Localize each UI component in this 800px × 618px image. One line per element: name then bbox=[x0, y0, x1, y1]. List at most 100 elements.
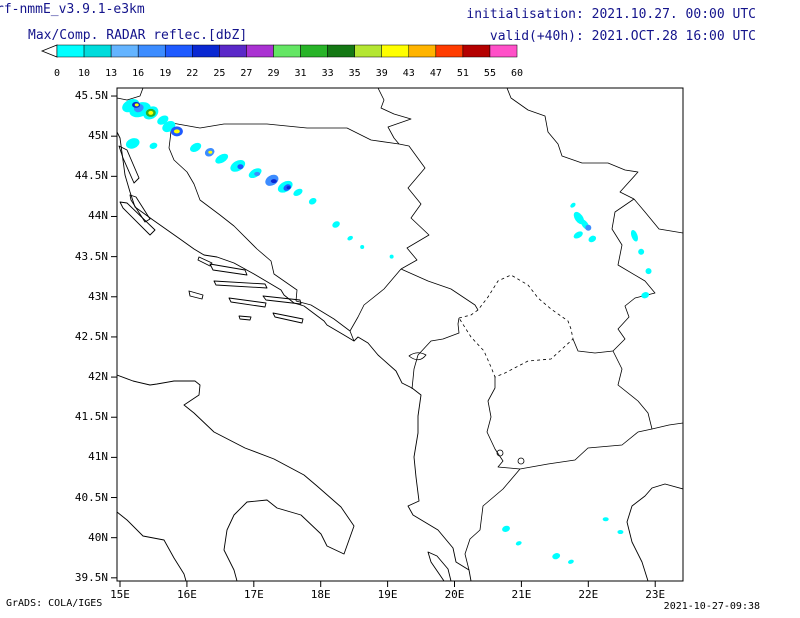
lat-label: 41N bbox=[88, 450, 108, 464]
coast-italy-adriatic bbox=[117, 375, 354, 581]
colorbar-tick-label: 0 bbox=[54, 68, 60, 79]
init-time-label: initialisation: 2021.10.27. 00:00 UTC bbox=[466, 7, 756, 22]
colorbar-tick-label: 43 bbox=[403, 68, 415, 79]
lon-label: 21E bbox=[511, 588, 532, 601]
border-macedonia-bulgaria bbox=[613, 351, 652, 429]
radar-echo bbox=[347, 235, 353, 241]
colorbar-tick-label: 51 bbox=[457, 68, 469, 79]
radar-echo bbox=[270, 179, 277, 184]
border-albania-greece bbox=[465, 469, 520, 570]
island-hvar bbox=[214, 281, 267, 288]
radar-echo bbox=[332, 221, 340, 228]
lat-label: 40.5N bbox=[74, 490, 108, 504]
radar-echo bbox=[389, 254, 394, 259]
colorbar-tick-label: 39 bbox=[376, 68, 388, 79]
border-croatia-serbia bbox=[378, 88, 411, 144]
radar-echo bbox=[149, 142, 158, 149]
border-bosnia-south bbox=[296, 301, 354, 341]
colorbar-tick-label: 10 bbox=[78, 68, 90, 79]
colorbar-tick-label: 19 bbox=[159, 68, 171, 79]
lon-label: 20E bbox=[444, 588, 465, 601]
border-serbia-bulgaria bbox=[612, 199, 655, 351]
radar-echo bbox=[573, 231, 583, 239]
radar-echo bbox=[360, 244, 365, 249]
lat-label: 43N bbox=[88, 289, 108, 303]
lon-label: 15E bbox=[110, 588, 130, 601]
radar-echo bbox=[588, 235, 597, 243]
radar-echoes bbox=[122, 99, 652, 564]
lat-label: 42.5N bbox=[74, 329, 108, 343]
lon-label: 18E bbox=[310, 588, 331, 601]
lon-label: 22E bbox=[578, 588, 599, 601]
border-serbia-macedonia bbox=[573, 339, 613, 353]
product-title: Max/Comp. RADAR reflec.[dbZ] bbox=[28, 28, 248, 43]
radar-echo bbox=[215, 153, 229, 164]
lake-prespa bbox=[518, 458, 524, 464]
island-vis bbox=[189, 291, 203, 299]
island-mljet bbox=[273, 313, 303, 323]
radar-echo bbox=[552, 553, 561, 560]
radar-echo bbox=[293, 188, 303, 196]
border-macedonia-albania bbox=[487, 377, 520, 469]
map-frame bbox=[117, 88, 683, 581]
radar-echo bbox=[254, 171, 261, 176]
island-dugi-otok bbox=[120, 202, 155, 235]
lat-label: 44.5N bbox=[74, 169, 108, 183]
radar-echo bbox=[568, 559, 574, 564]
island-lastovo bbox=[239, 316, 251, 320]
radar-echo bbox=[617, 530, 624, 535]
radar-echo bbox=[190, 142, 202, 153]
radar-echo bbox=[641, 292, 650, 299]
colorbar-tick-label: 22 bbox=[186, 68, 198, 79]
lat-label: 45.5N bbox=[74, 89, 108, 103]
border-bosnia-north-sava bbox=[172, 123, 399, 144]
lon-label: 16E bbox=[176, 588, 197, 601]
radar-echo bbox=[570, 202, 576, 208]
lat-label: 39.5N bbox=[74, 570, 108, 584]
colorbar-tick-label: 27 bbox=[240, 68, 252, 79]
border-bosnia-west bbox=[169, 123, 297, 301]
island-ugljan bbox=[130, 195, 150, 222]
island-pag bbox=[119, 146, 139, 183]
valid-time-label: valid(+40h): 2021.OCT.28 16:00 UTC bbox=[489, 29, 756, 44]
radar-echo bbox=[502, 525, 510, 532]
border-kosovo-dashed bbox=[459, 275, 573, 377]
coast-greece-aegean bbox=[627, 484, 683, 581]
border-montenegro-albania bbox=[412, 318, 459, 389]
radar-echo bbox=[638, 248, 645, 255]
lon-label: 17E bbox=[243, 588, 264, 601]
border-bulgaria-greece bbox=[652, 423, 683, 429]
colorbar-tick-label: 33 bbox=[322, 68, 334, 79]
creation-timestamp: 2021-10-27-09:38 bbox=[663, 601, 760, 612]
colorbar-tick-label: 25 bbox=[213, 68, 225, 79]
border-bosnia-montenegro bbox=[350, 269, 401, 331]
radar-echo bbox=[308, 197, 317, 205]
lon-label: 19E bbox=[377, 588, 398, 601]
colorbar-tick-label: 60 bbox=[511, 68, 523, 79]
border-montenegro-serbia bbox=[401, 269, 478, 310]
island-korcula bbox=[229, 298, 266, 307]
radar-echo bbox=[286, 186, 291, 190]
colorbar-tick-label: 29 bbox=[267, 68, 279, 79]
axis-ticks bbox=[111, 95, 656, 587]
radar-echo bbox=[515, 541, 522, 546]
lake-skadar bbox=[409, 353, 426, 360]
radar-echo bbox=[157, 115, 169, 125]
radar-echo bbox=[645, 268, 652, 275]
coastlines bbox=[117, 132, 683, 581]
radar-echo bbox=[173, 129, 180, 134]
radar-echo bbox=[602, 517, 609, 522]
radar-echo bbox=[585, 224, 592, 231]
lat-label: 45N bbox=[88, 129, 108, 143]
colorbar-tick-label: 16 bbox=[132, 68, 144, 79]
border-slovenia-croatia bbox=[117, 88, 143, 100]
grads-credit: GrADS: COLA/IGES bbox=[6, 598, 103, 609]
reflectivity-colorbar: 0 10 13 16 19 22 25 27 29 31 33 35 39 43 47 51 55 60 bbox=[40, 44, 523, 79]
colorbar-segment bbox=[489, 44, 518, 58]
colorbar-tick-label: 13 bbox=[105, 68, 117, 79]
lat-label: 40N bbox=[88, 530, 108, 544]
border-serbia-romania bbox=[507, 88, 638, 199]
radar-echo bbox=[148, 110, 154, 115]
border-romania-bulgaria bbox=[634, 199, 683, 233]
